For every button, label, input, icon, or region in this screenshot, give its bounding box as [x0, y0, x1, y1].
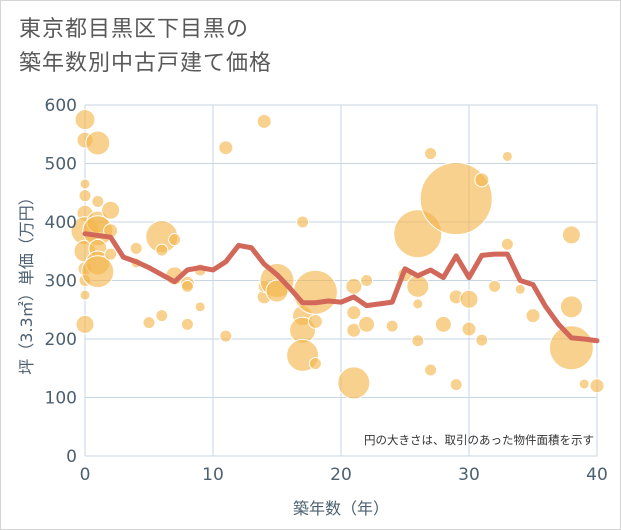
bubble-point-23: [142, 316, 156, 330]
bubble-point-67: [461, 321, 477, 337]
bubble-point-12: [91, 195, 105, 209]
bubble-point-59: [411, 334, 425, 348]
x-tick-label-4: 40: [586, 465, 608, 485]
bubble-point-26: [155, 309, 169, 323]
bubble-point-35: [219, 329, 233, 343]
chart-title-line-2: 築年数別中古戸建て価格: [19, 51, 273, 76]
bubble-point-11: [85, 130, 111, 156]
bubble-point-60: [424, 147, 438, 161]
bubble-point-2: [79, 178, 91, 190]
bubble-point-30: [180, 279, 194, 293]
chart-title-line-1: 東京都目黒区下目黒の: [19, 17, 250, 42]
bubble-layer: [70, 109, 605, 400]
bubble-point-9: [79, 289, 91, 301]
bubble-point-76: [559, 295, 583, 319]
bubble-point-49: [346, 305, 362, 321]
x-tick-label-0: 0: [80, 465, 91, 485]
bubble-point-75: [561, 225, 581, 245]
bubble-point-57: [406, 274, 430, 298]
y-axis-title: 坪（3.3㎡）単価（万円）: [17, 189, 36, 374]
x-tick-label-2: 20: [330, 465, 352, 485]
bubble-point-66: [459, 289, 479, 309]
bubble-point-20: [104, 247, 118, 261]
bubble-point-31: [180, 317, 194, 331]
bubble-point-53: [358, 315, 376, 333]
bubble-point-36: [256, 113, 272, 129]
bubble-point-21: [129, 241, 143, 255]
bubble-point-63: [419, 162, 493, 236]
bubble-point-52: [360, 274, 374, 287]
bubble-point-68: [474, 172, 490, 188]
bubble-point-69: [475, 333, 489, 347]
trend-line: [82, 231, 600, 344]
x-axis-title: 築年数（年）: [293, 499, 389, 518]
bubble-point-71: [501, 150, 513, 162]
bubble-point-73: [514, 283, 526, 295]
bubble-point-40: [265, 279, 289, 303]
bubble-point-17: [81, 255, 115, 289]
y-tick-label-5: 500: [45, 155, 77, 175]
bubble-point-3: [78, 189, 92, 203]
bubble-point-10: [75, 314, 95, 334]
y-tick-label-4: 400: [45, 213, 77, 233]
bubble-point-48: [345, 277, 363, 295]
bubble-point-34: [218, 140, 234, 156]
bubble-point-32: [194, 301, 206, 313]
bubble-point-0: [74, 109, 96, 131]
bubble-point-70: [488, 279, 502, 293]
bubble-point-27: [168, 233, 182, 247]
bubble-point-46: [307, 313, 323, 329]
y-tick-label-1: 100: [45, 389, 77, 409]
bubble-point-47: [308, 357, 322, 371]
axis-ticks: 0 100 200 300 400 500 600 0 10 20 30 40: [45, 96, 608, 485]
bubble-point-79: [589, 378, 605, 394]
y-tick-label-3: 300: [45, 272, 77, 292]
bubble-size-note: 円の大きさは、取引のあった物件面積を示す: [364, 433, 594, 447]
bubble-point-61: [424, 363, 438, 377]
bubble-point-58: [412, 298, 424, 310]
bubble-point-72: [500, 237, 514, 251]
bubble-point-18: [101, 200, 121, 220]
bubble-point-74: [525, 308, 541, 324]
chart-title: 東京都目黒区下目黒の 築年数別中古戸建て価格: [19, 13, 272, 81]
bubble-point-77: [548, 325, 594, 371]
bubble-point-45: [292, 269, 338, 315]
y-tick-label-0: 0: [66, 447, 77, 467]
bubble-point-51: [337, 366, 371, 400]
bubble-point-54: [385, 319, 399, 333]
y-tick-label-2: 200: [45, 330, 77, 350]
bubble-point-78: [578, 378, 590, 390]
bubble-point-25: [155, 243, 169, 257]
bubble-point-65: [449, 378, 463, 392]
bubble-point-62: [434, 315, 452, 333]
bubble-point-41: [296, 215, 310, 229]
y-tick-label-6: 600: [45, 96, 77, 116]
x-tick-label-1: 10: [202, 465, 224, 485]
x-tick-label-3: 30: [458, 465, 480, 485]
